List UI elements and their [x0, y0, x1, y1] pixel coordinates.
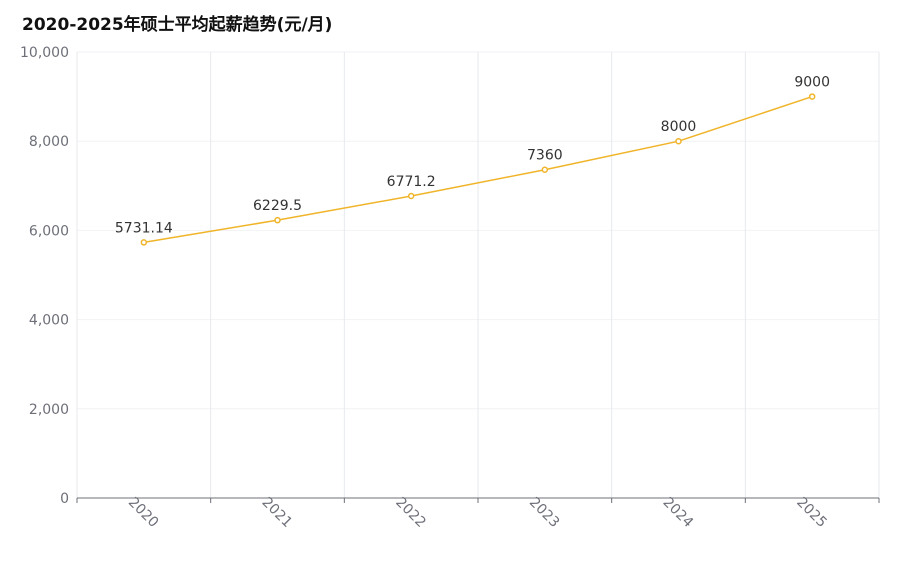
chart-title: 2020-2025年硕士平均起薪趋势(元/月): [22, 15, 333, 35]
data-point: [541, 166, 549, 173]
y-tick-label: 4,000: [29, 313, 69, 329]
label-layer: 5731.14 6229.5 6771.2 7360 8000 9000: [115, 75, 830, 237]
data-label: 9000: [794, 75, 830, 91]
x-tick-label: 2025: [793, 494, 830, 531]
y-tick-label: 0: [60, 491, 69, 507]
data-point: [407, 192, 415, 200]
data-label: 6771.2: [387, 174, 436, 190]
x-tick-label: 2024: [660, 494, 697, 531]
x-tick-label: 2021: [259, 494, 296, 531]
y-tick-label: 10,000: [20, 45, 69, 61]
axis-layer: 0 2,000 4,000 6,000 8,000 10,000 2020 2021 2022 2…: [20, 45, 880, 531]
y-tick-label: 6,000: [29, 223, 69, 239]
data-point: [808, 93, 816, 100]
series-layer: [140, 93, 816, 246]
x-tick-label: 2022: [392, 494, 429, 531]
data-label: 7360: [527, 148, 563, 164]
data-label: 6229.5: [253, 198, 302, 214]
y-tick-label: 8,000: [29, 134, 69, 150]
y-tick-label: 2,000: [29, 402, 69, 418]
data-point: [140, 239, 148, 246]
data-point: [274, 216, 281, 224]
data-point: [675, 137, 682, 145]
series-line: [143, 95, 813, 244]
data-label: 5731.14: [115, 220, 173, 236]
grid-layer: [76, 51, 880, 498]
data-label: 8000: [661, 119, 697, 135]
x-tick-label: 2023: [526, 494, 563, 531]
x-tick-label: 2020: [125, 494, 162, 531]
